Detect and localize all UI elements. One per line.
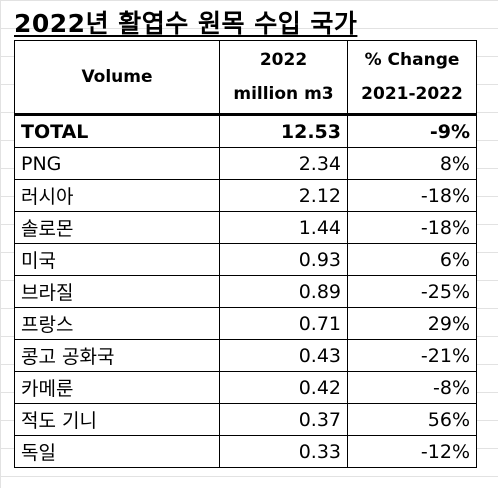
- country-cell[interactable]: 미국: [14, 243, 220, 276]
- volume-cell[interactable]: 0.33: [219, 435, 348, 468]
- table-row: 카메룬 0.42 -8%: [14, 371, 477, 404]
- volume-cell[interactable]: 0.89: [219, 275, 348, 308]
- change-cell[interactable]: -18%: [347, 179, 477, 212]
- total-volume-cell[interactable]: 12.53: [219, 114, 348, 148]
- change-cell[interactable]: -18%: [347, 211, 477, 244]
- change-cell[interactable]: 56%: [347, 403, 477, 436]
- header-year: 2022: [259, 50, 308, 70]
- header-change-label: % Change: [364, 50, 460, 70]
- table-row: PNG 2.34 8%: [14, 147, 477, 180]
- table-row: 독일 0.33 -12%: [14, 435, 477, 468]
- country-cell[interactable]: 솔로몬: [14, 211, 220, 244]
- volume-cell[interactable]: 0.71: [219, 307, 348, 340]
- change-cell[interactable]: 6%: [347, 243, 477, 276]
- country-cell[interactable]: 러시아: [14, 179, 220, 212]
- table-row: 솔로몬 1.44 -18%: [14, 211, 477, 244]
- header-row: Volume 2022 million m3 % Change 2021-202…: [14, 40, 477, 116]
- header-change-period: 2021-2022: [361, 84, 463, 104]
- table-row: 콩고 공화국 0.43 -21%: [14, 339, 477, 372]
- volume-cell[interactable]: 1.44: [219, 211, 348, 244]
- volume-cell[interactable]: 2.34: [219, 147, 348, 180]
- change-cell[interactable]: 8%: [347, 147, 477, 180]
- header-2022-volume[interactable]: 2022 million m3: [219, 40, 348, 116]
- country-cell[interactable]: 카메룬: [14, 371, 220, 404]
- change-cell[interactable]: -25%: [347, 275, 477, 308]
- country-cell[interactable]: PNG: [14, 147, 220, 180]
- table-row: 러시아 2.12 -18%: [14, 179, 477, 212]
- header-change[interactable]: % Change 2021-2022: [347, 40, 477, 116]
- volume-cell[interactable]: 0.37: [219, 403, 348, 436]
- country-cell[interactable]: 프랑스: [14, 307, 220, 340]
- table-row: 브라질 0.89 -25%: [14, 275, 477, 308]
- change-cell[interactable]: -12%: [347, 435, 477, 468]
- volume-cell[interactable]: 0.43: [219, 339, 348, 372]
- total-row: TOTAL 12.53 -9%: [14, 114, 477, 148]
- change-cell[interactable]: 29%: [347, 307, 477, 340]
- import-table: Volume 2022 million m3 % Change 2021-202…: [14, 40, 477, 468]
- header-unit: million m3: [233, 84, 334, 104]
- country-cell[interactable]: 적도 기니: [14, 403, 220, 436]
- change-cell[interactable]: -8%: [347, 371, 477, 404]
- header-volume[interactable]: Volume: [14, 40, 220, 116]
- table-row: 미국 0.93 6%: [14, 243, 477, 276]
- change-cell[interactable]: -21%: [347, 339, 477, 372]
- table-row: 적도 기니 0.37 56%: [14, 403, 477, 436]
- country-cell[interactable]: 콩고 공화국: [14, 339, 220, 372]
- volume-cell[interactable]: 0.93: [219, 243, 348, 276]
- country-cell[interactable]: 브라질: [14, 275, 220, 308]
- total-label-cell[interactable]: TOTAL: [14, 114, 220, 148]
- sheet-title: 2022년 활엽수 원목 수입 국가: [14, 9, 358, 38]
- table-row: 프랑스 0.71 29%: [14, 307, 477, 340]
- volume-cell[interactable]: 0.42: [219, 371, 348, 404]
- country-cell[interactable]: 독일: [14, 435, 220, 468]
- volume-cell[interactable]: 2.12: [219, 179, 348, 212]
- total-change-cell[interactable]: -9%: [347, 114, 477, 148]
